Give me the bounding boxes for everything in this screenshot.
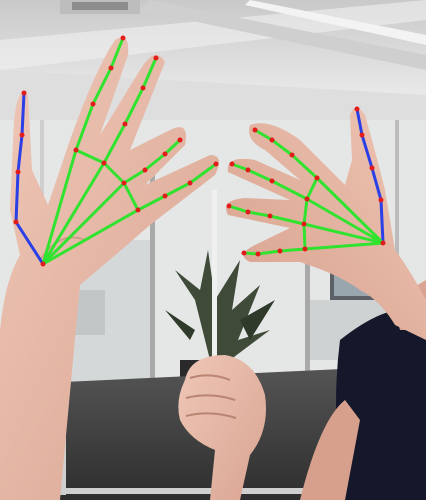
finger-bone xyxy=(74,102,95,152)
finger-bone xyxy=(163,138,182,156)
joint-point xyxy=(380,240,386,246)
finger-bone xyxy=(122,181,140,212)
thumb-bone xyxy=(14,170,20,224)
joint-point xyxy=(73,147,79,153)
joint-point xyxy=(135,207,141,213)
finger-bone xyxy=(253,128,274,142)
joint-point xyxy=(245,209,251,215)
joint-point xyxy=(153,55,159,61)
joint-point xyxy=(226,203,232,209)
joint-point xyxy=(267,213,273,219)
joint-point xyxy=(304,196,310,202)
joint-point xyxy=(13,219,19,225)
finger-bone xyxy=(109,36,125,70)
finger-bone xyxy=(141,56,158,90)
joint-point xyxy=(301,221,307,227)
joint-point xyxy=(162,193,168,199)
finger-bone xyxy=(41,148,78,266)
joint-point xyxy=(142,167,148,173)
finger-bone xyxy=(91,66,113,106)
thumb-bone xyxy=(360,133,374,170)
joint-point xyxy=(90,101,96,107)
finger-bone xyxy=(290,153,319,180)
finger-bone xyxy=(256,249,282,256)
joint-point xyxy=(354,106,360,112)
joint-point xyxy=(140,85,146,91)
thumb-bone xyxy=(355,107,364,137)
joint-point xyxy=(241,250,247,256)
joint-point xyxy=(289,152,295,158)
finger-bone xyxy=(315,176,385,245)
finger-bone xyxy=(102,122,127,165)
joint-point xyxy=(120,35,126,41)
finger-bone xyxy=(270,138,294,157)
finger-bone xyxy=(268,214,306,226)
finger-bone xyxy=(302,222,307,251)
thumb-bone xyxy=(16,133,24,174)
joint-point xyxy=(108,65,114,71)
joint-point xyxy=(369,165,375,171)
finger-bone xyxy=(305,197,385,245)
finger-bone xyxy=(303,241,385,251)
finger-bone xyxy=(102,161,126,185)
joint-point xyxy=(121,180,127,186)
finger-bone xyxy=(246,168,274,183)
finger-bone xyxy=(122,168,147,185)
joint-point xyxy=(19,132,25,138)
joint-point xyxy=(269,178,275,184)
finger-bone xyxy=(230,162,250,172)
joint-point xyxy=(314,175,320,181)
thumb-bone xyxy=(370,166,383,202)
joint-point xyxy=(15,169,21,175)
finger-bone xyxy=(41,161,106,266)
joint-point xyxy=(378,197,384,203)
finger-bone xyxy=(74,148,106,165)
thumb-bone xyxy=(14,220,45,266)
finger-bone xyxy=(302,197,309,226)
finger-bone xyxy=(163,181,192,198)
joint-point xyxy=(302,246,308,252)
joint-point xyxy=(245,167,251,173)
joint-point xyxy=(269,137,275,143)
joint-point xyxy=(277,248,283,254)
joint-point xyxy=(101,160,107,166)
joint-point xyxy=(187,180,193,186)
finger-bone xyxy=(227,204,250,214)
finger-bone xyxy=(136,194,167,212)
joint-point xyxy=(177,137,183,143)
finger-bone xyxy=(246,210,272,218)
joint-point xyxy=(213,161,219,167)
left-hand-skeleton xyxy=(13,35,219,267)
joint-point xyxy=(40,261,46,267)
right-hand-skeleton xyxy=(226,106,386,257)
joint-point xyxy=(21,90,27,96)
hand-landmark-overlay xyxy=(13,35,386,267)
joint-point xyxy=(229,161,235,167)
finger-bone xyxy=(188,162,218,185)
thumb-bone xyxy=(20,91,26,137)
finger-bone xyxy=(143,152,167,172)
joint-point xyxy=(252,127,258,133)
finger-bone xyxy=(270,179,309,201)
joint-point xyxy=(122,121,128,127)
right-hand xyxy=(226,107,426,340)
joint-point xyxy=(359,132,365,138)
finger-bone xyxy=(302,222,385,245)
finger-bone xyxy=(41,181,126,266)
joint-point xyxy=(255,251,261,257)
thumb-bone xyxy=(379,198,385,245)
fist xyxy=(178,355,266,500)
finger-bone xyxy=(123,86,145,126)
finger-bone xyxy=(278,247,307,253)
finger-bone xyxy=(305,176,319,201)
joint-point xyxy=(162,151,168,157)
finger-bone xyxy=(41,208,140,266)
